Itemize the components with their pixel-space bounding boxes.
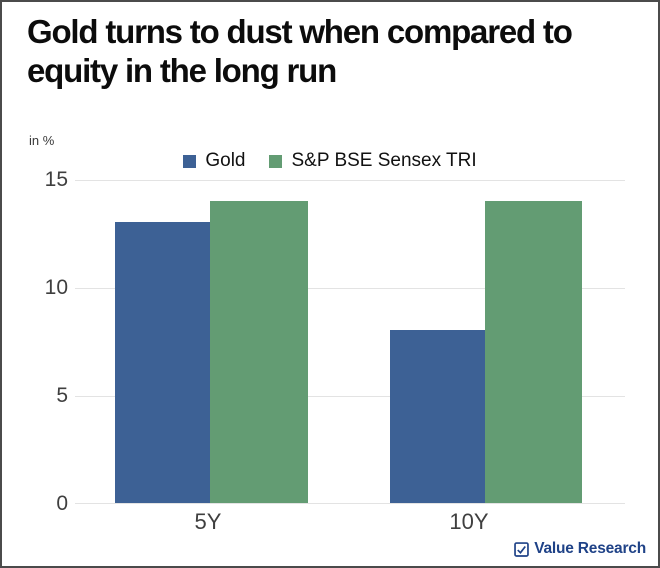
legend-swatch-sensex-icon (269, 154, 283, 168)
chart-title: Gold turns to dust when compared to equit… (27, 12, 573, 90)
y-tick-0: 0 (56, 492, 68, 515)
gridline-10 (75, 288, 625, 289)
bar-gold-10y (390, 330, 485, 503)
y-tick-15: 15 (44, 168, 68, 191)
legend-item-gold: Gold (183, 150, 245, 172)
chart-title-line2: equity in the long run (27, 52, 337, 89)
legend-swatch-gold-icon (183, 154, 197, 168)
gridline-15 (75, 180, 625, 181)
y-axis-unit-label: in % (29, 133, 55, 148)
brand-name: Value Research (534, 540, 646, 557)
bar-sensex-5y (210, 200, 308, 503)
plot-area: 5Y 10Y (75, 180, 625, 534)
legend-label-sensex: S&P BSE Sensex TRI (291, 150, 477, 171)
legend-item-sensex: S&P BSE Sensex TRI (269, 150, 477, 172)
gridline-5 (75, 396, 625, 397)
chart-title-line1: Gold turns to dust when compared to (27, 13, 573, 50)
x-tick-5y: 5Y (194, 509, 222, 534)
legend: Gold S&P BSE Sensex TRI (2, 150, 658, 172)
checkbox-check-icon (514, 541, 530, 557)
bar-gold-5y (115, 222, 210, 503)
bar-sensex-10y (485, 200, 582, 503)
gridline-0 (75, 503, 625, 504)
legend-label-gold: Gold (205, 150, 246, 171)
value-research-logo: Value Research (514, 540, 646, 558)
x-tick-10y: 10Y (449, 509, 489, 534)
y-tick-5: 5 (56, 384, 68, 407)
y-tick-10: 10 (44, 276, 68, 299)
